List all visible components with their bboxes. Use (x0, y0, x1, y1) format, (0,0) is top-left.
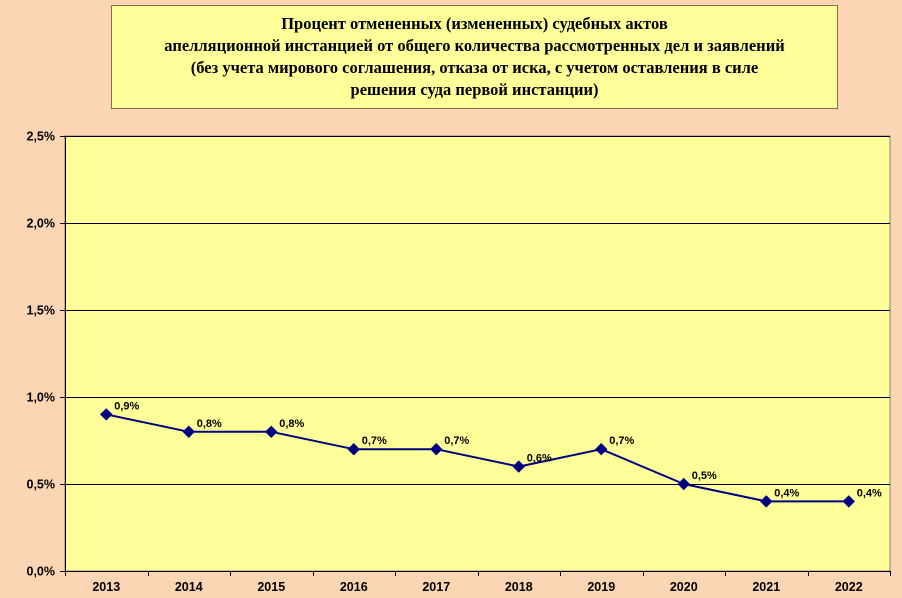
data-label: 0,7% (609, 435, 634, 447)
x-tick-label: 2018 (505, 580, 533, 594)
data-label: 0,4% (857, 487, 882, 499)
x-tick-label: 2022 (835, 580, 863, 594)
data-label: 0,9% (114, 400, 139, 412)
data-point-marker (512, 460, 525, 473)
x-tick-label: 2015 (257, 580, 285, 594)
x-tick-label: 2021 (752, 580, 780, 594)
data-labels: 0,9% 0,8% 0,8% 0,7% 0,7% 0,6% 0,7% 0,5% 0,4% 0,4% (114, 400, 882, 499)
data-label: 0,7% (362, 435, 387, 447)
y-tick-label: 2,5% (27, 130, 56, 144)
data-point-marker (430, 442, 443, 456)
data-label: 0,8% (197, 418, 222, 430)
data-label: 0,7% (444, 435, 469, 447)
chart-title-box: Процент отмененных (измененных) судебных… (111, 5, 838, 109)
y-tick-label: 0,5% (27, 478, 56, 492)
data-point-marker (100, 408, 113, 421)
data-point-marker (677, 477, 690, 491)
data-label: 0,5% (692, 470, 717, 482)
data-point-marker (265, 425, 278, 439)
data-label: 0,8% (279, 418, 304, 430)
data-point-marker (760, 495, 773, 508)
x-tick-label: 2014 (175, 580, 203, 594)
chart-title: Процент отмененных (измененных) судебных… (164, 14, 785, 99)
x-tick-label: 2013 (92, 580, 120, 594)
data-label: 0,4% (774, 487, 799, 499)
y-tick-label: 2,0% (27, 217, 56, 231)
y-tick-label: 1,5% (27, 304, 56, 318)
series-markers (100, 408, 855, 508)
x-tick-label: 2019 (587, 580, 615, 594)
data-label: 0,6% (527, 453, 552, 465)
axes (60, 136, 891, 576)
x-tick-label: 2017 (422, 580, 450, 594)
data-point-marker (182, 425, 195, 439)
gridlines (65, 136, 890, 485)
data-point-marker (347, 442, 360, 456)
data-point-marker (595, 442, 608, 456)
x-tick-label: 2016 (340, 580, 368, 594)
series-polyline (106, 413, 849, 503)
x-tick-label: 2020 (670, 580, 698, 594)
series-line (106, 413, 849, 503)
x-axis-tick-labels: 2013 2014 2015 2016 2017 2018 2019 2020 2021 2022 (92, 580, 862, 594)
y-tick-label: 1,0% (27, 391, 56, 405)
y-axis-tick-labels: 0,0% 0,5% 1,0% 1,5% 2,0% 2,5% (27, 130, 56, 579)
y-tick-label: 0,0% (27, 565, 56, 579)
data-point-marker (842, 495, 855, 508)
